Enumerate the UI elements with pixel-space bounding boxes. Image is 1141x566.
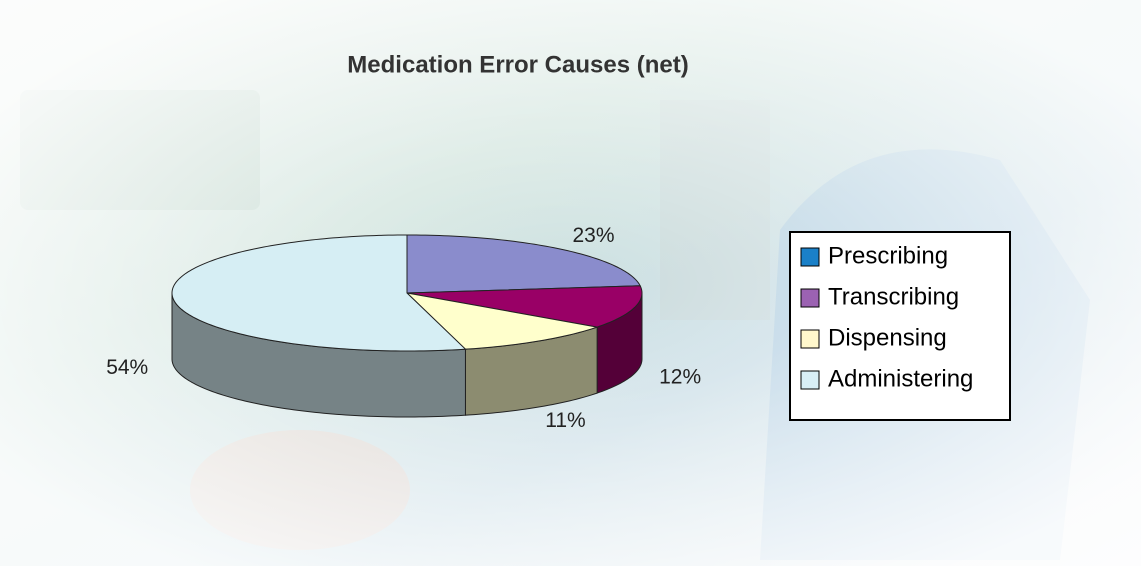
data-label: 11% [545, 409, 585, 432]
data-label: 23% [572, 224, 614, 247]
data-label: 12% [659, 365, 701, 388]
legend-label: Administering [828, 365, 973, 392]
chart: Medication Error Causes (net) 23% 12% 11% 5… [0, 0, 1141, 566]
legend-swatch [801, 248, 819, 266]
legend-swatch [801, 289, 819, 307]
legend-label: Prescribing [828, 242, 948, 269]
legend-label: Dispensing [828, 324, 947, 351]
chart-title: Medication Error Causes (net) [347, 51, 688, 78]
legend-label: Transcribing [828, 283, 959, 310]
data-label: 54% [106, 356, 148, 379]
legend-swatch [801, 330, 819, 348]
legend-swatch [801, 371, 819, 389]
legend: Prescribing Transcribing Dispensing Adminis… [790, 232, 1010, 420]
